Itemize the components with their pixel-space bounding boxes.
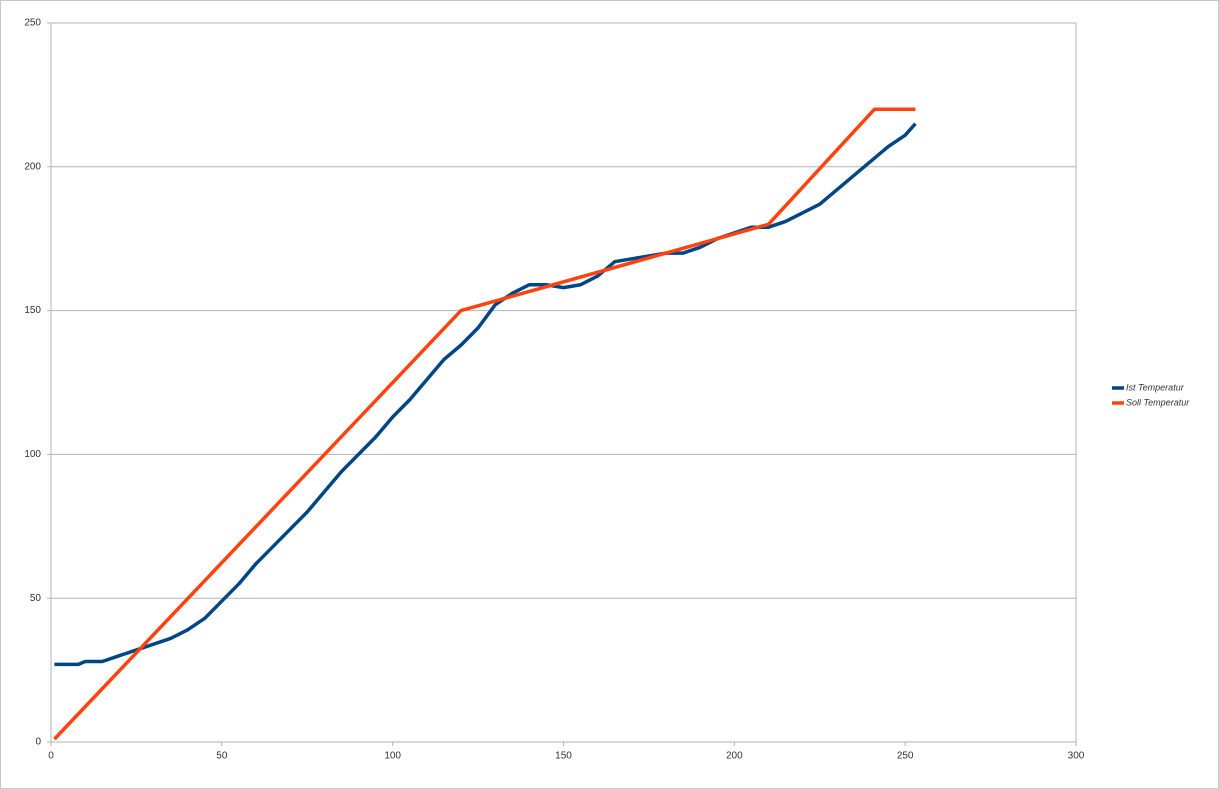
- x-tick-label: 100: [384, 751, 401, 762]
- x-tick-label: 50: [216, 751, 228, 762]
- legend-label: Soll Temperatur: [1126, 397, 1190, 407]
- y-tick-label: 100: [24, 449, 41, 460]
- series-line: [54, 122, 917, 667]
- y-tick-label: 250: [24, 18, 41, 29]
- x-tick-label: 200: [726, 751, 743, 762]
- y-tick-label: 50: [30, 593, 42, 604]
- y-tick-label: 200: [24, 161, 41, 172]
- y-tick-label: 0: [35, 737, 41, 748]
- x-tick-label: 250: [897, 751, 914, 762]
- plot-area: [50, 22, 1077, 743]
- x-tick-label: 300: [1068, 751, 1085, 762]
- x-tick-label: 0: [48, 751, 54, 762]
- legend-label: Ist Temperatur: [1126, 382, 1185, 392]
- series-line: [53, 107, 916, 741]
- x-tick-label: 150: [555, 751, 572, 762]
- y-tick-label: 150: [24, 305, 41, 316]
